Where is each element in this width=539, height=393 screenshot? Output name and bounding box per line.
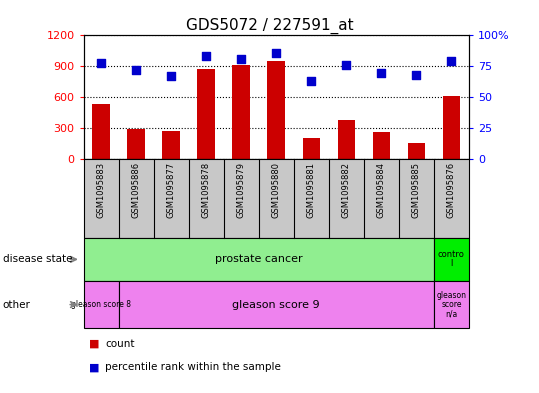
Text: disease state: disease state	[3, 254, 72, 264]
Text: GSM1095886: GSM1095886	[132, 162, 141, 218]
Bar	[162, 131, 180, 159]
Text: ■: ■	[89, 362, 99, 373]
Text: percentile rank within the sample: percentile rank within the sample	[105, 362, 281, 373]
Point	[97, 59, 106, 66]
Bar	[443, 96, 460, 159]
Text: GSM1095876: GSM1095876	[447, 162, 456, 218]
Bar	[337, 120, 355, 159]
Text: count: count	[105, 339, 135, 349]
Point	[447, 58, 456, 64]
Text: GSM1095877: GSM1095877	[167, 162, 176, 218]
Point	[272, 50, 281, 56]
Point	[307, 78, 316, 84]
Text: GSM1095879: GSM1095879	[237, 162, 246, 217]
Bar	[267, 61, 285, 159]
Bar	[197, 70, 215, 159]
Bar	[302, 138, 320, 159]
Text: GSM1095880: GSM1095880	[272, 162, 281, 217]
Text: GSM1095884: GSM1095884	[377, 162, 386, 217]
Text: GSM1095882: GSM1095882	[342, 162, 351, 217]
Text: other: other	[3, 299, 31, 310]
Bar	[127, 129, 145, 159]
Text: GDS5072 / 227591_at: GDS5072 / 227591_at	[186, 18, 353, 34]
Bar	[232, 65, 250, 159]
Text: gleason
score
n/a: gleason score n/a	[437, 291, 466, 318]
Text: ■: ■	[89, 339, 99, 349]
Point	[237, 56, 246, 62]
Point	[412, 72, 421, 78]
Point	[342, 62, 351, 68]
Text: GSM1095885: GSM1095885	[412, 162, 421, 217]
Bar	[92, 105, 110, 159]
Point	[202, 53, 211, 60]
Point	[377, 69, 386, 75]
Text: gleason score 8: gleason score 8	[71, 300, 131, 309]
Text: contro
l: contro l	[438, 250, 465, 268]
Bar	[372, 132, 390, 159]
Point	[167, 73, 176, 79]
Bar	[407, 143, 425, 159]
Text: GSM1095881: GSM1095881	[307, 162, 316, 217]
Point	[132, 67, 140, 73]
Text: gleason score 9: gleason score 9	[232, 299, 320, 310]
Text: GSM1095878: GSM1095878	[202, 162, 211, 218]
Text: prostate cancer: prostate cancer	[215, 254, 302, 264]
Text: GSM1095883: GSM1095883	[96, 162, 106, 218]
